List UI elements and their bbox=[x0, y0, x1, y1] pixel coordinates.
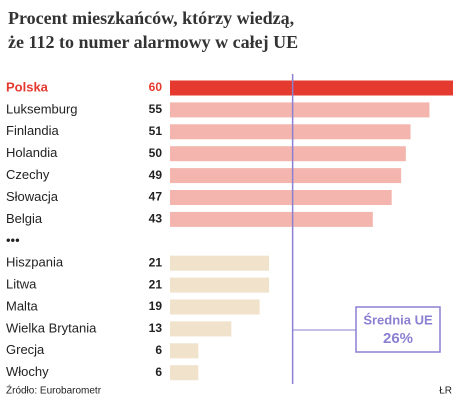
bar bbox=[170, 146, 406, 162]
reference-box bbox=[355, 306, 441, 353]
reference-label: Średnia UE bbox=[363, 312, 433, 327]
bar bbox=[170, 102, 430, 118]
value-label: 50 bbox=[149, 146, 163, 160]
value-label: 6 bbox=[155, 365, 162, 379]
category-label: Malta bbox=[6, 298, 39, 313]
category-label: Polska bbox=[6, 79, 49, 94]
value-label: 13 bbox=[149, 321, 163, 335]
category-label: Czechy bbox=[6, 167, 50, 182]
category-label: Słowacja bbox=[6, 189, 59, 204]
category-label: Finlandia bbox=[6, 123, 60, 138]
value-label: 55 bbox=[149, 102, 163, 116]
category-label: Hiszpania bbox=[6, 255, 64, 270]
bar bbox=[170, 80, 453, 96]
reference-value: 26% bbox=[383, 330, 413, 347]
category-label: Belgia bbox=[6, 211, 43, 226]
bar bbox=[170, 190, 392, 205]
value-label: 43 bbox=[149, 212, 163, 226]
bar bbox=[170, 299, 260, 315]
value-label: 47 bbox=[149, 190, 163, 204]
value-label: 49 bbox=[149, 168, 163, 182]
category-label: Litwa bbox=[6, 277, 37, 292]
chart-title: że 112 to numer alarmowy w całej UE bbox=[8, 32, 298, 52]
value-label: 51 bbox=[149, 124, 163, 138]
bar bbox=[170, 255, 270, 271]
bar bbox=[170, 321, 232, 337]
category-label: ••• bbox=[6, 233, 20, 248]
value-label: 6 bbox=[155, 343, 162, 357]
bar bbox=[170, 277, 270, 293]
bar bbox=[170, 343, 199, 359]
bar bbox=[170, 365, 199, 381]
bar bbox=[170, 211, 373, 227]
bar bbox=[170, 124, 411, 140]
credit: ŁR bbox=[439, 386, 452, 397]
category-label: Wielka Brytania bbox=[6, 320, 97, 335]
category-label: Luksemburg bbox=[6, 101, 78, 116]
bar bbox=[170, 168, 402, 184]
category-label: Grecja bbox=[6, 342, 45, 357]
source: Źródło: Eurobarometr bbox=[6, 384, 102, 397]
value-label: 21 bbox=[149, 255, 163, 269]
value-label: 19 bbox=[149, 299, 163, 313]
category-label: Włochy bbox=[6, 364, 49, 379]
value-label: 21 bbox=[149, 277, 163, 291]
category-label: Holandia bbox=[6, 145, 58, 160]
chart-title: Procent mieszkańców, którzy wiedzą, bbox=[8, 8, 294, 28]
value-label: 60 bbox=[149, 80, 163, 94]
